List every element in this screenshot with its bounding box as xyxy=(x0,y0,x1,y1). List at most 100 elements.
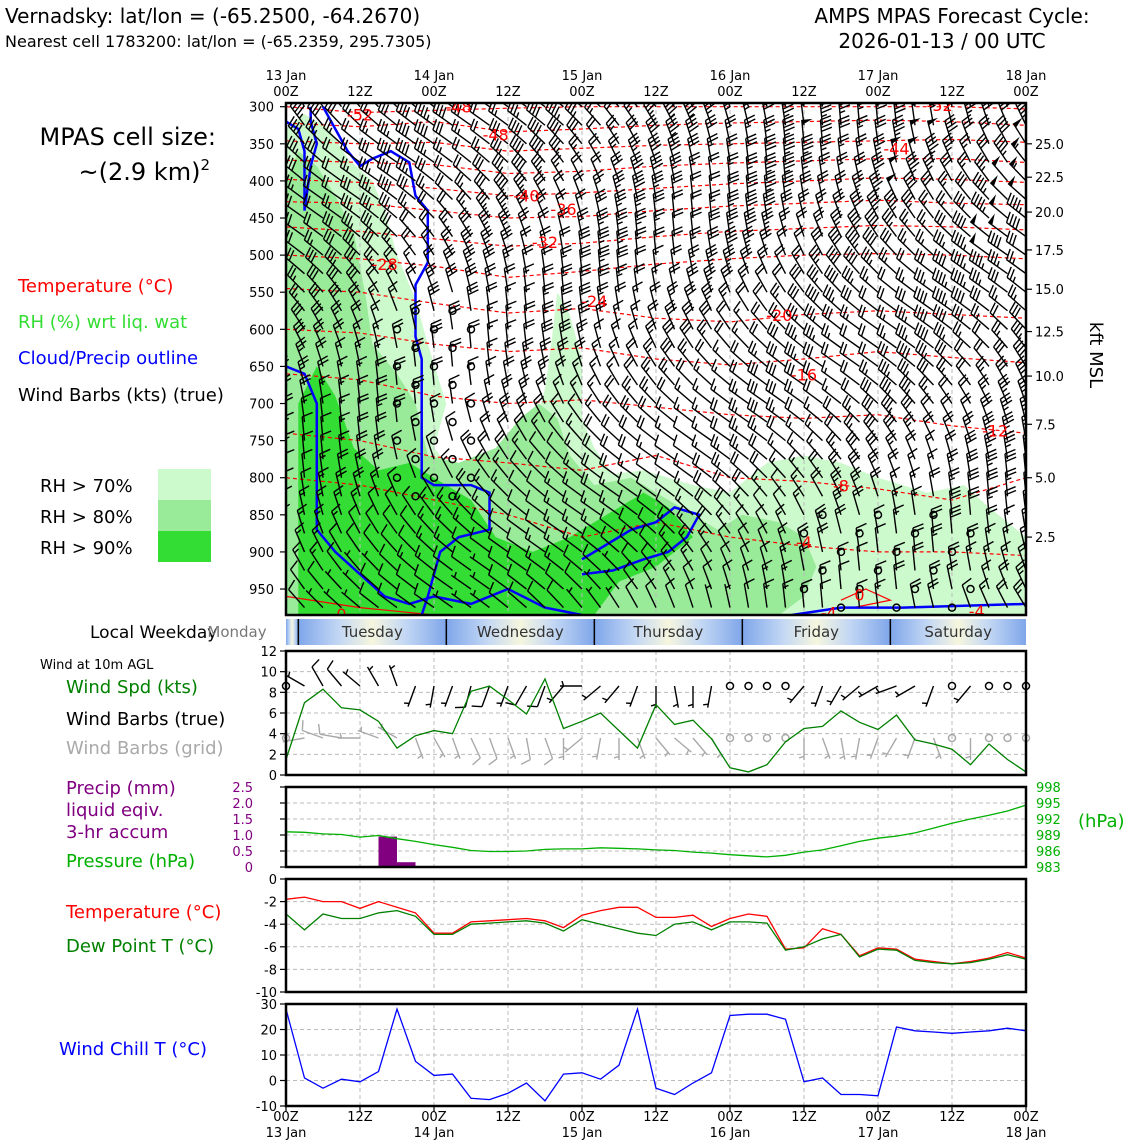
barb-flag xyxy=(277,144,282,154)
barb-flag xyxy=(271,157,276,167)
barb-flag xyxy=(994,272,998,283)
barb-half-flag xyxy=(735,426,737,431)
barb-flag xyxy=(843,326,847,337)
barb-flag xyxy=(955,213,960,223)
barb-half-flag xyxy=(589,382,593,386)
upper-wind-barb xyxy=(881,394,896,422)
upper-wind-barb xyxy=(714,320,730,348)
barb-flag xyxy=(548,84,552,94)
barb-flag xyxy=(828,309,832,320)
barb-flag xyxy=(403,86,408,96)
rh-90-label: RH > 90% xyxy=(40,538,133,559)
barb-half-flag xyxy=(822,115,827,117)
barb-flag xyxy=(437,158,441,168)
barb-half-flag xyxy=(467,259,472,262)
barb-half-flag xyxy=(927,437,932,440)
barb-flag xyxy=(622,417,626,427)
barb-flag xyxy=(968,89,978,94)
barb-half-flag xyxy=(670,292,675,295)
barb-half-flag xyxy=(965,422,970,425)
barb-flag xyxy=(924,330,928,340)
barb-half-flag xyxy=(616,184,621,187)
barb-half-flag xyxy=(846,314,848,319)
barb-half-flag xyxy=(621,461,623,466)
upper-wind-barb xyxy=(964,96,976,125)
barb-half-flag xyxy=(562,255,567,257)
barb-flag xyxy=(991,270,995,281)
barb-half-flag xyxy=(958,332,960,337)
barb-flag xyxy=(527,99,531,109)
barb-half-flag xyxy=(728,222,733,224)
barb-flag xyxy=(957,272,961,283)
barb-half-flag xyxy=(908,203,912,207)
barb-flag xyxy=(769,363,773,374)
barb-half-flag xyxy=(903,239,906,244)
upper-wind-barb xyxy=(790,264,804,292)
barb-half-flag xyxy=(821,148,826,150)
barb-half-flag xyxy=(617,274,622,276)
barb-flag xyxy=(470,119,474,130)
barb-half-flag xyxy=(766,170,771,172)
barb-half-flag xyxy=(871,459,875,463)
upper-wind-barb xyxy=(654,227,665,255)
barb-staff xyxy=(273,569,286,589)
barb-staff xyxy=(673,427,693,441)
barb-flag xyxy=(917,270,921,281)
upper-wind-barb xyxy=(529,135,545,163)
barb-flag xyxy=(469,320,479,324)
barb-flag xyxy=(387,181,391,192)
barb-half-flag xyxy=(722,292,726,296)
barb-half-flag xyxy=(814,278,817,283)
upper-wind-barb xyxy=(937,357,952,385)
barb-flag xyxy=(967,85,977,90)
barb-half-flag xyxy=(617,222,622,224)
top-hour-label: 00Z xyxy=(273,85,299,100)
barb-half-flag xyxy=(499,149,502,154)
barb-flag xyxy=(622,79,628,88)
barb-flag xyxy=(841,285,845,295)
barb-flag xyxy=(418,158,422,169)
upper-wind-barb xyxy=(449,375,459,403)
barb-half-flag xyxy=(813,316,815,321)
barb-half-flag xyxy=(982,385,986,389)
barb-half-flag xyxy=(962,163,966,167)
top-hour-label: 00Z xyxy=(421,85,447,100)
barb-flag xyxy=(674,397,678,408)
barb-flag xyxy=(399,140,403,151)
legend-temperature: Temperature (°C) xyxy=(17,276,173,297)
barb-flag xyxy=(402,142,406,153)
barb-half-flag xyxy=(573,111,576,116)
barb-flag xyxy=(881,269,885,279)
upper-wind-barb xyxy=(880,228,896,255)
barb-half-flag xyxy=(640,442,642,447)
barb-flag xyxy=(382,83,387,93)
upper-wind-barb xyxy=(468,437,475,444)
barb-half-flag xyxy=(556,148,559,153)
barb-half-flag xyxy=(838,162,843,165)
barb-flag xyxy=(424,107,428,118)
barb-flag xyxy=(714,437,718,448)
barb-flag xyxy=(899,343,903,353)
barb-half-flag xyxy=(658,423,660,428)
barb-flag xyxy=(751,418,755,429)
barb-half-flag xyxy=(889,441,893,445)
barb-half-flag xyxy=(839,144,844,146)
barb-half-flag xyxy=(746,125,751,127)
upper-wind-barb xyxy=(273,560,286,589)
barb-half-flag xyxy=(905,317,907,322)
barb-flag xyxy=(918,251,922,262)
barb-half-flag xyxy=(772,407,774,412)
barb-flag xyxy=(452,137,456,147)
barb-flag xyxy=(696,473,701,483)
barb-flag xyxy=(276,122,282,131)
upper-wind-barb xyxy=(274,319,286,348)
upper-wind-barb xyxy=(804,396,823,422)
barb-half-flag xyxy=(754,426,756,431)
barb-half-flag xyxy=(385,91,387,96)
barb-flag xyxy=(455,84,459,95)
barb-half-flag xyxy=(646,368,649,373)
barb-flag xyxy=(273,119,279,128)
barb-half-flag xyxy=(368,168,370,173)
barb-flag xyxy=(899,270,903,281)
